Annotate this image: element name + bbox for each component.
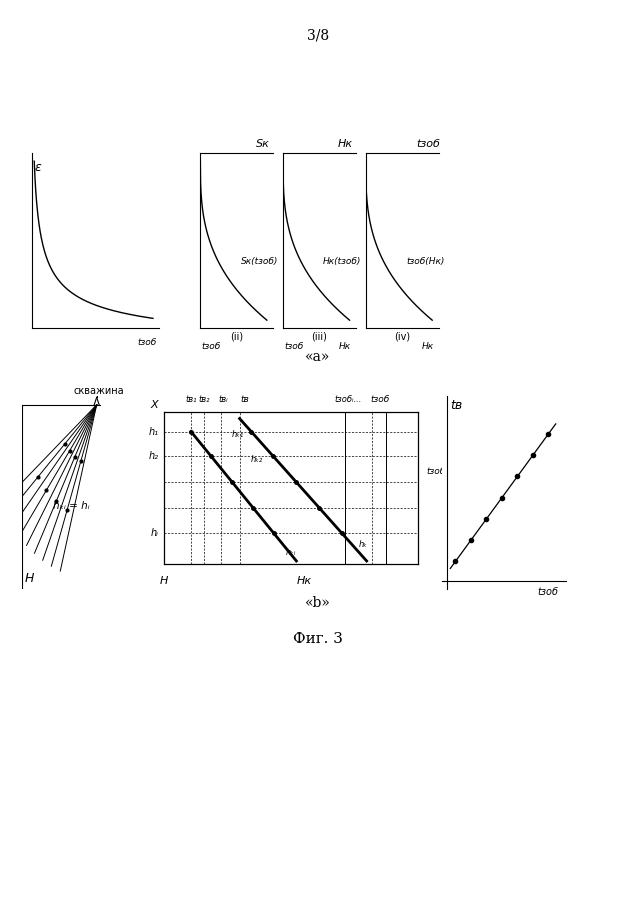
- Text: «b»: «b»: [305, 596, 331, 610]
- Text: tзоб: tзоб: [202, 343, 221, 352]
- Text: H: H: [160, 575, 168, 585]
- Text: hₖ₂: hₖ₂: [251, 455, 263, 464]
- Text: скважина: скважина: [74, 387, 125, 396]
- Text: Hк(tзоб): Hк(tзоб): [323, 257, 362, 266]
- Text: Hк: Hк: [297, 575, 312, 585]
- Text: hₖᵢ = hᵢ: hₖᵢ = hᵢ: [53, 501, 90, 511]
- Text: hₖ: hₖ: [359, 540, 368, 549]
- Text: hᵢ: hᵢ: [151, 529, 158, 539]
- Text: tв₂: tв₂: [198, 395, 211, 404]
- Text: (iv): (iv): [394, 332, 411, 342]
- Text: (iii): (iii): [312, 332, 327, 342]
- Text: «a»: «a»: [305, 351, 331, 364]
- Text: Sк: Sк: [256, 139, 270, 149]
- Text: tзоб: tзоб: [284, 343, 304, 352]
- Text: Фиг. 3: Фиг. 3: [293, 632, 343, 645]
- Text: tв: tв: [240, 395, 249, 404]
- Text: 3/8: 3/8: [307, 29, 329, 43]
- Text: tзоб: tзоб: [371, 395, 390, 404]
- Text: tв₁: tв₁: [185, 395, 197, 404]
- Text: hₖ₁: hₖ₁: [232, 431, 244, 440]
- Text: Hк: Hк: [338, 139, 353, 149]
- Text: h₁: h₁: [149, 426, 158, 437]
- Text: Hк: Hк: [422, 343, 434, 352]
- Text: tзоб: tзоб: [538, 587, 559, 597]
- Text: tв: tв: [450, 398, 462, 412]
- Text: hₖᵢ: hₖᵢ: [286, 548, 296, 557]
- Text: H: H: [25, 572, 34, 585]
- Text: Hк: Hк: [339, 343, 351, 352]
- Text: tзоб: tзоб: [426, 467, 445, 476]
- Text: ε: ε: [34, 161, 41, 174]
- Text: h₂: h₂: [149, 450, 158, 461]
- Text: X: X: [150, 400, 158, 410]
- Text: tзоб: tзоб: [416, 139, 440, 149]
- Text: tзоб(Hк): tзоб(Hк): [406, 257, 445, 266]
- Text: tзоб: tзоб: [137, 338, 156, 347]
- Text: (ii): (ii): [230, 332, 243, 342]
- Text: Sк(tзоб): Sк(tзоб): [240, 257, 278, 266]
- Text: tвᵢ: tвᵢ: [219, 395, 228, 404]
- Text: tзобᵢ...: tзобᵢ...: [334, 395, 361, 404]
